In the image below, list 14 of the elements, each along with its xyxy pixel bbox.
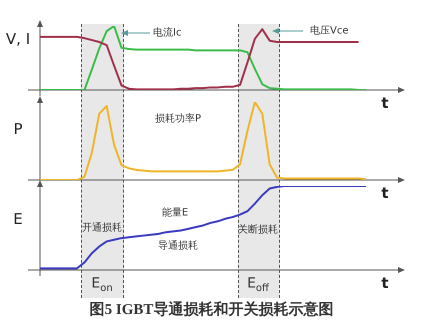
y-axis-title: P xyxy=(13,120,23,138)
x-axis-title: t xyxy=(381,274,389,292)
annotation: 导通损耗 xyxy=(158,240,198,252)
annotation: 电压Vce xyxy=(310,24,348,37)
annotation: 关断损耗 xyxy=(238,224,278,236)
y-axis-title: E xyxy=(13,210,23,228)
annotation: 能量E xyxy=(162,206,188,219)
annotation: 开通损耗 xyxy=(82,222,122,234)
annotation: 电流Ic xyxy=(153,26,182,39)
y-axis-title: V, I xyxy=(6,30,30,48)
x-axis-title: t xyxy=(381,184,389,202)
x-axis-title: t xyxy=(381,94,389,112)
annotation: 损耗功率P xyxy=(154,112,202,125)
text: 图5 IGBT导通损耗和开关损耗示意图 xyxy=(88,300,334,319)
